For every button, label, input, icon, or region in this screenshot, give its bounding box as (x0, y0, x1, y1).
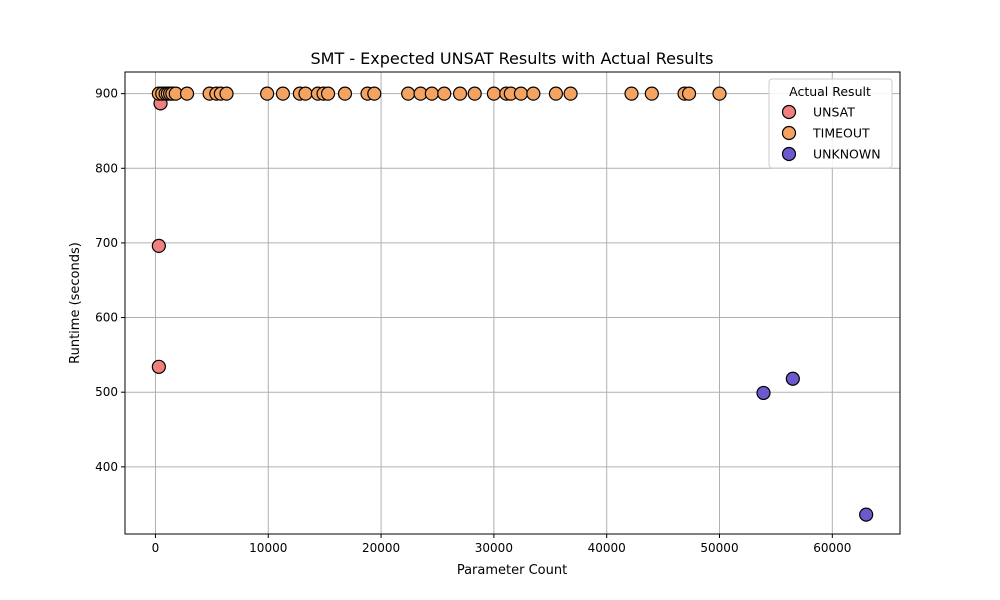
point-unknown (756, 385, 771, 401)
legend-label-timeout: TIMEOUT (812, 126, 870, 141)
point-timeout (219, 86, 234, 101)
point-timeout (486, 86, 501, 101)
point-timeout (320, 86, 336, 101)
x-tick-label: 0 (152, 541, 160, 555)
plot-area (124, 71, 901, 535)
point-timeout (526, 86, 541, 101)
y-axis-label: Runtime (seconds) (68, 242, 83, 364)
point-timeout (367, 86, 382, 101)
x-tick-label: 30000 (475, 541, 513, 555)
point-timeout (712, 86, 727, 101)
x-tick-label: 40000 (588, 541, 626, 555)
point-unsat (151, 238, 166, 254)
point-unknown (859, 507, 874, 522)
point-timeout (179, 86, 195, 101)
y-tick-label: 700 (95, 236, 118, 250)
y-tick-label: 900 (95, 87, 118, 101)
point-timeout (275, 86, 291, 101)
x-tick-label: 60000 (813, 541, 851, 555)
y-tick-label: 600 (95, 311, 118, 325)
x-tick-label: 50000 (700, 541, 738, 555)
legend-marker-timeout (781, 125, 797, 141)
point-timeout (401, 86, 416, 101)
point-timeout (452, 86, 468, 101)
y-tick-label: 400 (95, 460, 118, 474)
point-timeout (563, 86, 578, 101)
legend-items: UNSAT TIMEOUT UNKNOWN (781, 104, 881, 162)
y-tick-label: 500 (95, 385, 118, 399)
x-tick-label: 10000 (249, 541, 287, 555)
point-timeout (337, 86, 353, 101)
point-timeout (513, 86, 529, 101)
point-timeout (644, 86, 659, 101)
data-points (151, 86, 874, 522)
legend-title: Actual Result (789, 84, 871, 99)
x-tick-label: 20000 (362, 541, 400, 555)
chart-title: SMT - Expected UNSAT Results with Actual… (311, 49, 714, 68)
legend-marker-unknown (781, 146, 797, 162)
point-timeout (548, 86, 564, 101)
point-unknown (785, 371, 800, 386)
point-timeout (437, 86, 452, 101)
legend-box (768, 78, 893, 169)
legend: Actual Result UNSAT TIMEOUT UNKNOWN (768, 78, 893, 169)
point-timeout (467, 86, 482, 101)
legend-label-unknown: UNKNOWN (813, 147, 881, 162)
point-unsat (151, 359, 166, 374)
legend-label-unsat: UNSAT (813, 105, 855, 120)
point-timeout (424, 86, 439, 101)
point-timeout (624, 86, 639, 101)
y-tick-label: 800 (95, 161, 118, 175)
point-timeout (681, 86, 697, 101)
x-axis-label: Parameter Count (457, 563, 567, 578)
legend-marker-unsat (781, 104, 797, 120)
axis-ticks: 0 10000 20000 30000 40000 50000 60000 400 500 600… (95, 87, 851, 555)
point-timeout (260, 86, 275, 101)
point-timeout (298, 86, 313, 101)
